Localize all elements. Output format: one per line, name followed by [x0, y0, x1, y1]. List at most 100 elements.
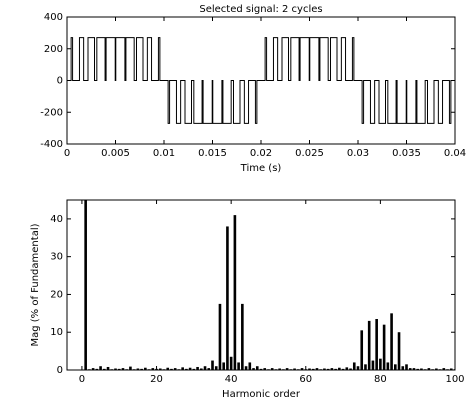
bar [330, 368, 334, 370]
bar [95, 368, 99, 370]
bar [326, 368, 330, 370]
bar [405, 364, 408, 370]
bar [435, 368, 438, 370]
bar [300, 368, 304, 370]
bar [394, 364, 397, 370]
bar [188, 367, 192, 370]
bar [170, 368, 173, 370]
x-tick-label: 0.035 [392, 148, 421, 159]
bar [371, 360, 375, 370]
axes-box [66, 16, 456, 145]
bar [185, 368, 188, 370]
bar [117, 368, 121, 370]
bar [151, 368, 155, 370]
bar [244, 366, 248, 370]
bar [233, 215, 237, 370]
bar [144, 367, 147, 370]
x-tick-label: 0.015 [198, 148, 227, 159]
y-tick-label: -400 [40, 139, 63, 150]
x-tick-label: 40 [225, 374, 238, 385]
x-tick-label: 100 [445, 374, 464, 385]
bar [412, 368, 416, 370]
bar [229, 356, 233, 370]
bar [248, 362, 252, 370]
bar [375, 319, 378, 370]
bar [91, 368, 95, 370]
bar [401, 366, 405, 370]
bar [278, 368, 281, 370]
x-tick-label: 0 [79, 374, 85, 385]
bar [114, 368, 117, 370]
y-tick-label: 0 [57, 76, 63, 87]
bar [408, 368, 412, 370]
bar [360, 330, 364, 370]
bar [103, 368, 106, 370]
bar [345, 367, 349, 370]
y-tick-label: 10 [50, 327, 63, 338]
bar [84, 200, 87, 370]
bar [214, 366, 218, 370]
y-tick-label: 0 [57, 365, 63, 376]
bar [341, 368, 345, 370]
bar [293, 368, 296, 370]
bar [270, 368, 274, 370]
x-tick-label: 0.025 [295, 148, 324, 159]
bar [211, 360, 214, 370]
x-tick-label: 0.03 [347, 148, 369, 159]
bar [129, 366, 132, 370]
bar [252, 368, 255, 370]
bar [449, 368, 453, 370]
x-axis-label: Harmonic order [222, 389, 301, 400]
bar [315, 368, 319, 370]
x-axis-label: Time (s) [240, 163, 282, 174]
x-tick-label: 0.02 [250, 148, 272, 159]
bar [427, 368, 431, 370]
bar [338, 367, 341, 370]
bar [166, 367, 170, 370]
bar [349, 368, 352, 370]
bar [386, 362, 390, 370]
bar [99, 366, 102, 370]
chart-title: Selected signal: 2 cycles [199, 4, 322, 15]
bar [352, 362, 356, 370]
bar [311, 368, 315, 370]
bar [364, 364, 367, 370]
bar [285, 368, 289, 370]
bar [218, 303, 222, 370]
bar [181, 367, 184, 370]
bar [237, 362, 240, 370]
bar [158, 368, 162, 370]
bar [334, 368, 337, 370]
y-tick-label: 400 [44, 12, 63, 23]
y-tick-label: 200 [44, 44, 63, 55]
x-tick-label: 60 [299, 374, 312, 385]
plot-area [84, 200, 455, 370]
bar [106, 366, 110, 370]
x-tick-label: 0.04 [444, 148, 466, 159]
x-tick-label: 20 [150, 374, 163, 385]
y-tick-label: 40 [50, 214, 63, 225]
y-tick-label: 20 [50, 289, 63, 300]
axes-box [66, 199, 456, 371]
bar [263, 368, 267, 370]
bar [203, 366, 207, 370]
bar [140, 368, 143, 370]
bar [416, 368, 419, 370]
x-tick-label: 0.005 [101, 148, 130, 159]
x-tick-label: 0.01 [153, 148, 175, 159]
bar [323, 368, 326, 370]
bar [207, 368, 211, 370]
bar [442, 368, 446, 370]
bar [121, 368, 125, 370]
bar [192, 368, 196, 370]
bar [356, 366, 360, 370]
bar [367, 320, 371, 370]
x-tick-label: 0 [64, 148, 70, 159]
y-tick-label: 30 [50, 252, 63, 263]
bar [222, 362, 225, 370]
bar [390, 313, 393, 370]
y-tick-label: -200 [40, 107, 63, 118]
bar [136, 368, 140, 370]
bar [200, 368, 203, 370]
